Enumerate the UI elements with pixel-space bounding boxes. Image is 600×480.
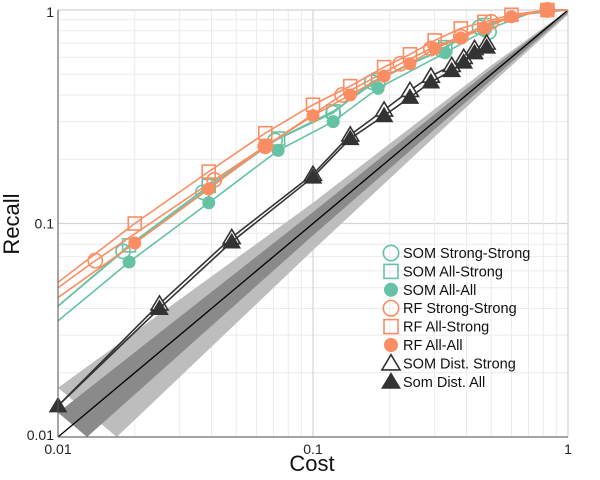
series-8: [48, 38, 497, 413]
y-tick-label: 0.01: [27, 427, 54, 443]
legend-marker: [382, 244, 400, 262]
legend-label: Som Dist. All: [403, 375, 485, 391]
data-point: [377, 69, 391, 83]
legend-item: SOM All-All: [384, 282, 476, 299]
legend-marker: [384, 338, 398, 352]
x-tick-label: 0.01: [44, 441, 71, 457]
data-point: [504, 10, 518, 24]
data-point: [540, 3, 554, 17]
data-point: [326, 115, 340, 129]
data-point: [127, 216, 143, 231]
legend-marker: [384, 282, 398, 297]
data-point: [343, 88, 357, 102]
data-point: [374, 106, 394, 123]
y-tick-label: 1: [46, 4, 54, 20]
x-axis-title: Cost: [289, 451, 334, 476]
legend-marker: [381, 372, 401, 389]
data-point: [442, 61, 462, 78]
series-group: [48, 2, 569, 413]
data-point: [306, 109, 320, 123]
data-point: [303, 168, 323, 184]
data-point: [428, 42, 442, 56]
data-point: [400, 88, 420, 104]
data-point: [438, 46, 452, 60]
data-point: [202, 182, 216, 196]
legend-item: Som Dist. All: [381, 372, 485, 391]
data-point: [371, 81, 385, 95]
legend-label: RF All-All: [403, 338, 463, 354]
data-point: [257, 125, 273, 141]
legend-marker: [382, 299, 400, 317]
data-point: [477, 21, 491, 35]
legend-label: RF Strong-Strong: [403, 301, 517, 317]
data-point: [454, 31, 468, 45]
legend-label: SOM All-All: [403, 283, 476, 299]
legend-label: SOM All-Strong: [403, 264, 503, 280]
data-point: [454, 53, 474, 69]
data-point: [202, 196, 216, 210]
x-tick-label: 0.1: [303, 441, 323, 457]
y-axis-title: Recall: [0, 193, 24, 254]
legend-item: SOM Dist. Strong: [380, 353, 516, 372]
y-tick-label: 0.1: [35, 216, 55, 232]
data-point: [150, 299, 169, 316]
data-point: [340, 129, 360, 146]
legend-label: SOM Dist. Strong: [403, 356, 516, 372]
legend-item: RF All-Strong: [383, 318, 489, 336]
x-tick-label: 1: [564, 441, 572, 457]
series-6: [57, 3, 568, 299]
reference-line: [57, 9, 569, 438]
legend-marker: [383, 263, 399, 280]
data-point: [222, 232, 242, 249]
data-point: [403, 57, 417, 71]
data-point: [87, 252, 104, 269]
series-line: [57, 9, 569, 322]
legend-label: SOM Strong-Strong: [403, 246, 530, 262]
legend-item: RF All-All: [384, 338, 463, 354]
legend-item: RF Strong-Strong: [382, 299, 517, 317]
tick-labels: 0.01 0.1 1 0.01 0.1 1: [27, 4, 572, 457]
axes: [57, 10, 568, 438]
data-point: [421, 72, 441, 89]
data-point: [477, 38, 497, 54]
legend-item: SOM All-Strong: [383, 263, 503, 280]
legend-marker: [383, 318, 399, 335]
reference-line-group: [57, 9, 569, 438]
data-point: [122, 255, 136, 269]
data-point: [258, 139, 272, 153]
legend-label: RF All-Strong: [403, 320, 489, 336]
data-point: [128, 236, 142, 250]
data-point: [271, 143, 285, 157]
data-point: [201, 164, 217, 179]
legend: SOM Strong-Strong SOM All-Strong SOM All-A…: [380, 244, 530, 391]
legend-item: SOM Strong-Strong: [382, 244, 530, 262]
legend-marker: [380, 353, 402, 371]
